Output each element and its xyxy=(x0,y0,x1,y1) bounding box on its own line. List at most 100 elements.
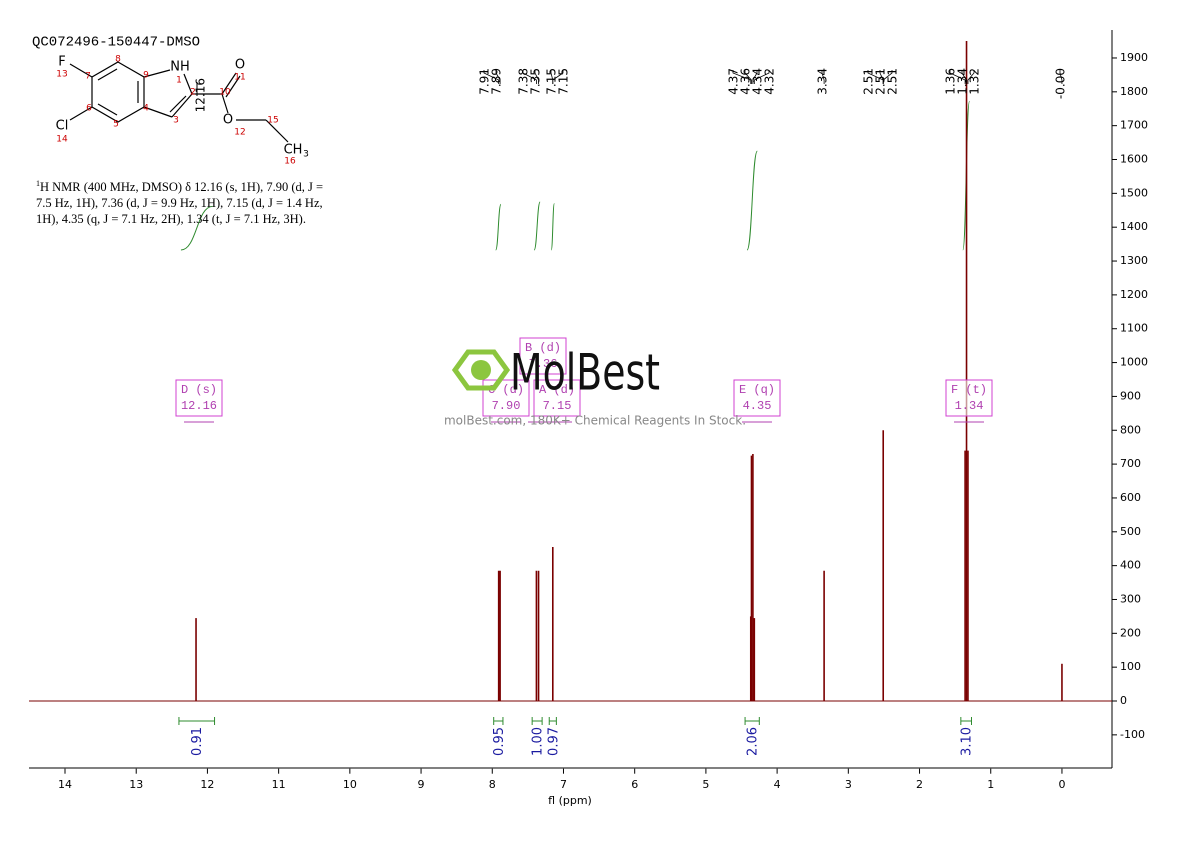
integral-curve xyxy=(180,205,213,251)
bond xyxy=(97,68,118,81)
x-tick-label: 0 xyxy=(1058,778,1065,791)
axes xyxy=(29,30,1113,769)
multiplet-box xyxy=(519,337,567,375)
atom-label: 6 xyxy=(86,104,92,114)
y-tick-label: 1100 xyxy=(1120,322,1148,335)
bond xyxy=(143,69,171,78)
x-tick-label: 2 xyxy=(916,778,923,791)
atom-label: 7 xyxy=(85,72,91,82)
integral-label: 0.95 xyxy=(492,727,507,756)
peak-connector xyxy=(495,70,501,84)
y-tick-label: 900 xyxy=(1120,389,1141,402)
atom-label: F xyxy=(58,55,65,70)
bond xyxy=(265,119,289,143)
benzene-ring xyxy=(91,61,145,123)
atom-label: O xyxy=(235,58,245,73)
x-tick-label: 13 xyxy=(129,778,143,791)
peak-label: 2.51 xyxy=(886,68,900,95)
y-tick-label: 300 xyxy=(1120,592,1141,605)
peak-label: 4.34 xyxy=(751,68,765,95)
peak-label: 3.34 xyxy=(816,68,830,95)
peak-connector xyxy=(1059,70,1063,84)
atom-label: 10 xyxy=(219,88,231,98)
integral-curve xyxy=(746,150,758,251)
bond xyxy=(221,93,229,114)
peak-label: -0.00 xyxy=(1054,68,1068,99)
watermark-tagline: molBest.com, 180K+ Chemical Reagents In … xyxy=(444,414,746,428)
y-tick-label: 500 xyxy=(1120,525,1141,538)
multiplet-shift: 12.16 xyxy=(181,399,217,413)
y-tick-label: 1500 xyxy=(1120,186,1148,199)
x-tick-label: 3 xyxy=(845,778,852,791)
x-axis-label: fl (ppm) xyxy=(548,794,592,807)
peak-connector xyxy=(522,70,537,84)
nmr-description: 1H NMR (400 MHz, DMSO) δ 12.16 (s, 1H), … xyxy=(36,176,336,227)
y-tick-label: 1900 xyxy=(1120,51,1148,64)
y-tick-label: 600 xyxy=(1120,491,1141,504)
peak-label: 1.34 xyxy=(956,68,970,95)
x-tick-label: 14 xyxy=(58,778,72,791)
multiplet-shift: 4.35 xyxy=(743,399,772,413)
peak-label: 2.51 xyxy=(874,68,888,95)
peak-label: 4.32 xyxy=(763,68,777,95)
atom-label: 1 xyxy=(176,76,182,86)
peak-connector xyxy=(744,70,752,84)
y-tick-label: 1700 xyxy=(1120,119,1148,132)
atom-label: 4 xyxy=(143,104,149,114)
integral-label: 1.00 xyxy=(531,727,546,756)
bond xyxy=(97,103,118,116)
atom-label: 2 xyxy=(190,88,196,98)
atom-label: 12 xyxy=(234,128,245,138)
peak-label: 4.36 xyxy=(739,68,753,95)
y-tick-label: 1000 xyxy=(1120,356,1148,369)
peak-connector xyxy=(961,70,967,84)
x-tick-label: 12 xyxy=(200,778,214,791)
peak-label: 1.32 xyxy=(968,68,982,95)
multiplet-box xyxy=(533,379,581,417)
multiplet-shift: 1.34 xyxy=(955,399,984,413)
peak-connector xyxy=(882,70,893,84)
atom-label: O xyxy=(223,113,233,128)
peak-label: 7.35 xyxy=(529,68,543,95)
atom-label: NH xyxy=(170,60,190,75)
peak-connector xyxy=(534,70,539,84)
bond xyxy=(171,93,193,118)
multiplet-shift: 7.90 xyxy=(492,399,521,413)
peak-label: 7.15 xyxy=(545,68,559,95)
atom-label: 13 xyxy=(56,70,67,80)
multiplet-box xyxy=(945,379,993,417)
x-tick-label: 6 xyxy=(631,778,638,791)
y-tick-label: 1800 xyxy=(1120,85,1148,98)
y-tick-label: 1600 xyxy=(1120,153,1148,166)
x-tick-label: 11 xyxy=(272,778,286,791)
integral-curve xyxy=(550,202,555,251)
multiplet-label: F (t) xyxy=(951,383,987,397)
atom-label: 3 xyxy=(303,150,309,160)
multiplet-box xyxy=(733,379,781,417)
peak-connector xyxy=(552,70,564,84)
atom-label: 3 xyxy=(173,116,179,126)
peak-connector xyxy=(753,70,770,84)
bond xyxy=(183,73,193,95)
atom-label: 5 xyxy=(113,120,119,130)
y-tick-label: 400 xyxy=(1120,559,1141,572)
peak-label: 7.89 xyxy=(490,68,504,95)
integral-curve xyxy=(533,201,541,251)
bond xyxy=(221,72,237,95)
peak-connector xyxy=(967,70,975,84)
x-tick-label: 1 xyxy=(987,778,994,791)
multiplet-label: B (d) xyxy=(525,341,561,355)
integral-label: 0.97 xyxy=(546,727,561,756)
description-text: H NMR (400 MHz, DMSO) δ 12.16 (s, 1H), 7… xyxy=(36,180,324,227)
multiplet-shift: 7.15 xyxy=(543,399,572,413)
atom-label: 16 xyxy=(284,157,296,167)
y-tick-label: 800 xyxy=(1120,423,1141,436)
y-tick-label: 200 xyxy=(1120,626,1141,639)
bond xyxy=(69,63,93,78)
y-tick-label: 1300 xyxy=(1120,254,1148,267)
peak-connector xyxy=(483,70,500,84)
atom-label: CH xyxy=(284,143,303,158)
x-tick-label: 10 xyxy=(343,778,357,791)
